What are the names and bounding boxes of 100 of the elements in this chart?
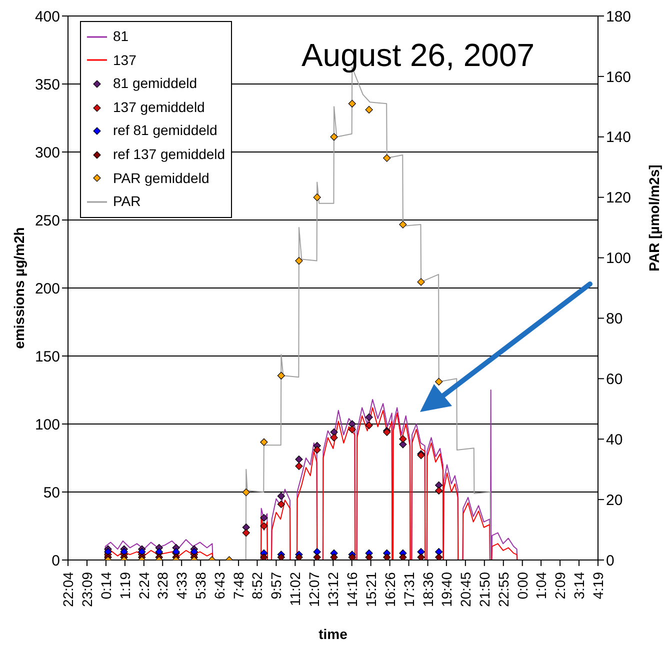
point xyxy=(435,481,443,489)
point xyxy=(330,553,338,560)
point xyxy=(399,440,407,448)
x-tick-label: 19:40 xyxy=(438,572,454,608)
y-tick-label: 250 xyxy=(34,212,60,230)
x-tick-label: 2:09 xyxy=(552,572,568,600)
point xyxy=(330,133,338,141)
y2-tick-label: 140 xyxy=(606,129,632,146)
point xyxy=(330,434,338,442)
y-axis-title: emissions µg/m2h xyxy=(11,227,27,349)
y2-tick-label: 20 xyxy=(606,492,623,509)
x-tick-label: 1:19 xyxy=(116,572,133,600)
x-tick-label: 22:04 xyxy=(60,572,76,608)
point xyxy=(277,492,285,500)
y2-axis-title: PAR [µmol/m2s] xyxy=(646,164,662,272)
y-tick-label: 350 xyxy=(34,76,60,94)
text: August 26, 2007 xyxy=(301,37,535,73)
legend-label: PAR xyxy=(113,192,141,212)
point xyxy=(260,438,268,446)
y2-tick-label: 180 xyxy=(606,8,632,26)
y2-tick-label: 0 xyxy=(606,552,614,570)
x-tick-label: 8:52 xyxy=(249,572,266,600)
y-tick-label: 400 xyxy=(34,8,60,26)
legend-label: 81 xyxy=(113,27,129,46)
point xyxy=(313,194,321,202)
x-tick-label: 3:14 xyxy=(571,572,588,600)
legend-label: 137 gemiddeld xyxy=(113,98,205,117)
x-tick-label: 2:24 xyxy=(136,572,152,600)
point xyxy=(348,100,356,108)
legend-label: ref 81 gemiddeld xyxy=(113,121,218,140)
x-tick-label: 3:28 xyxy=(154,572,171,600)
legend-label: PAR gemiddeld xyxy=(113,168,210,188)
x-tick-label: 16:26 xyxy=(382,572,398,608)
point xyxy=(295,456,303,464)
point xyxy=(417,278,425,286)
point xyxy=(435,486,443,494)
x-tick-label: 4:19 xyxy=(590,572,606,600)
point xyxy=(399,220,407,228)
point xyxy=(242,529,250,537)
point xyxy=(417,553,425,560)
y-tick-label: 50 xyxy=(43,484,60,502)
legend-label: 81 gemiddeld xyxy=(113,74,198,94)
point xyxy=(295,553,303,560)
legend-label: ref 137 gemiddeld xyxy=(113,144,226,164)
point xyxy=(348,426,356,434)
y-tick-label: 300 xyxy=(34,144,60,162)
point xyxy=(295,257,303,265)
point xyxy=(365,422,373,430)
x-tick-label: 5:38 xyxy=(192,572,209,600)
y-tick-label: 150 xyxy=(34,348,60,366)
x-axis-title: time xyxy=(318,626,348,642)
x-tick-label: 12:07 xyxy=(306,572,322,608)
point xyxy=(260,522,268,530)
x-tick-label: 14:16 xyxy=(344,572,360,608)
y-tick-label: 100 xyxy=(34,416,60,434)
x-tick-label: 0:14 xyxy=(98,572,114,600)
y2-tick-label: 40 xyxy=(606,431,623,448)
x-tick-label: 23:09 xyxy=(78,572,95,608)
point xyxy=(399,435,407,443)
x-tick-label: 18:36 xyxy=(420,572,436,608)
point xyxy=(365,106,373,114)
y2-tick-label: 160 xyxy=(606,68,632,86)
y2-tick-label: 120 xyxy=(606,190,632,207)
x-tick-label: 20:45 xyxy=(457,572,474,608)
y2-tick-label: 80 xyxy=(606,310,623,328)
point xyxy=(260,514,268,522)
x-tick-label: 11:02 xyxy=(287,572,304,606)
x-tick-label: 13:12 xyxy=(325,572,342,608)
x-tick-label: 4:33 xyxy=(174,572,190,600)
point xyxy=(348,420,356,428)
y2-tick-label: 100 xyxy=(606,250,632,268)
y-tick-label: 0 xyxy=(52,552,60,570)
legend-label: 137 xyxy=(113,50,136,70)
point xyxy=(277,372,285,380)
point xyxy=(277,500,285,508)
x-tick-label: 6:43 xyxy=(212,572,228,600)
point xyxy=(260,553,268,560)
x-tick-label: 1:04 xyxy=(533,572,550,600)
x-tick-label: 21:50 xyxy=(476,572,492,608)
x-tick-label: 15:21 xyxy=(362,572,379,608)
point xyxy=(383,553,391,560)
point xyxy=(365,413,373,421)
point xyxy=(365,553,373,560)
point xyxy=(330,428,338,436)
point xyxy=(435,553,443,560)
point xyxy=(383,154,391,162)
point xyxy=(348,553,356,560)
point xyxy=(313,446,321,454)
x-tick-label: 0:00 xyxy=(514,572,530,600)
x-tick-label: 22:55 xyxy=(495,572,512,608)
point xyxy=(313,553,321,560)
point xyxy=(295,462,303,470)
point xyxy=(277,553,285,560)
y-tick-label: 200 xyxy=(34,280,60,298)
x-tick-label: 9:57 xyxy=(268,572,284,600)
x-tick-label: 7:48 xyxy=(230,572,247,600)
point xyxy=(399,553,407,560)
point xyxy=(435,378,443,386)
x-tick-label: 17:31 xyxy=(400,572,417,608)
y2-tick-label: 60 xyxy=(606,370,623,388)
